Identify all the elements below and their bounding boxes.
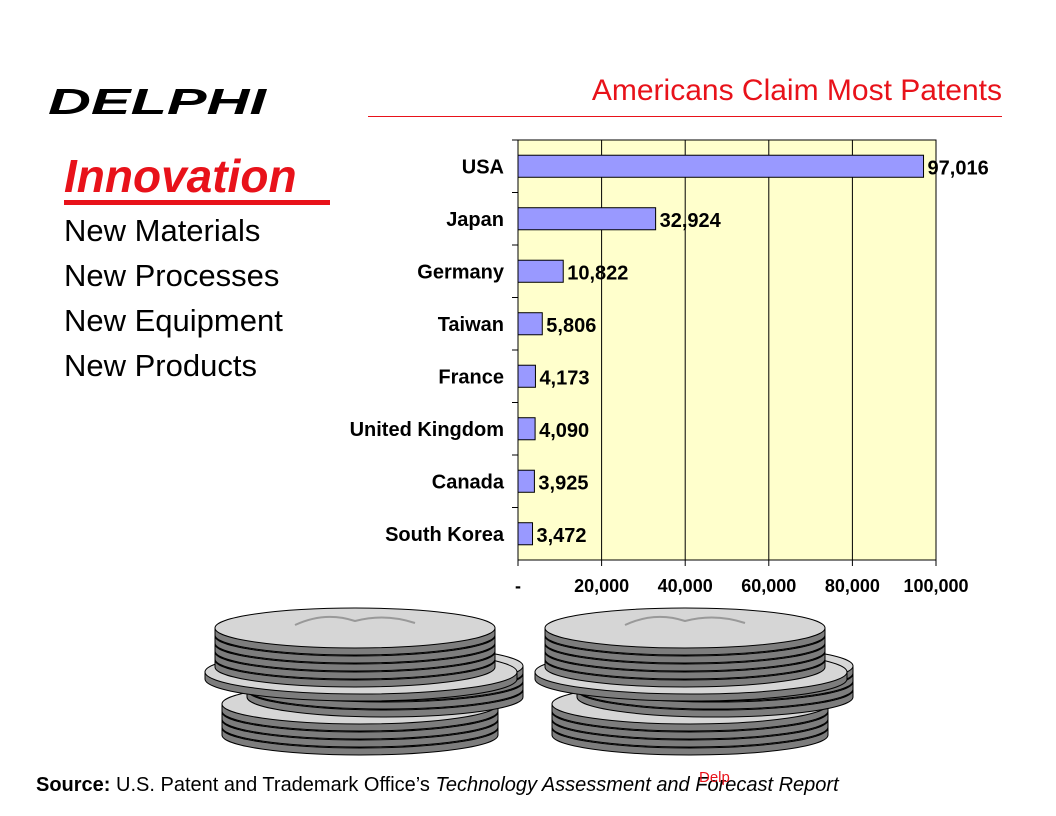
source-report-title: Technology Assessment and Forecast Repor… (435, 774, 839, 796)
x-tick-label: 20,000 (574, 576, 629, 596)
category-label: USA (462, 156, 504, 178)
data-label: 10,822 (567, 262, 628, 284)
source-footer: Source: U.S. Patent and Trademark Office… (36, 774, 839, 797)
x-tick-label: 80,000 (825, 576, 880, 596)
data-label: 3,472 (537, 525, 587, 547)
bar (517, 364, 536, 388)
category-label: Canada (432, 471, 505, 493)
footer-stamp: Delp (699, 769, 730, 786)
coin-stacks-illustration (204, 607, 854, 756)
data-label: 3,925 (538, 472, 588, 494)
source-label: Source: (36, 774, 111, 796)
data-label: 5,806 (546, 315, 596, 337)
category-label: South Korea (385, 524, 505, 546)
bar (517, 469, 535, 493)
coin-face-engraving (624, 615, 746, 626)
category-label: Japan (446, 209, 504, 231)
patent-bar-chart: - 20,000 40,000 60,000 80,000 100,000 USA 97,01… (350, 139, 989, 596)
bar (517, 522, 534, 546)
innovation-item: New Products (64, 348, 257, 383)
bar (517, 259, 564, 283)
innovation-item: New Equipment (64, 303, 283, 338)
innovation-list: New Materials New Processes New Equipmen… (64, 208, 283, 388)
data-label: 4,090 (539, 420, 589, 442)
data-label: 32,924 (660, 210, 722, 232)
innovation-item: New Materials (64, 213, 261, 248)
bar (517, 312, 543, 336)
category-label: France (438, 366, 504, 388)
x-tick-label: 40,000 (658, 576, 713, 596)
coin (214, 607, 496, 656)
category-label: Taiwan (438, 314, 504, 336)
slide-title: Americans Claim Most Patents (591, 74, 1002, 107)
source-publisher: U.S. Patent and Trademark Office’s (116, 774, 430, 796)
innovation-heading: Innovation (64, 150, 297, 202)
category-label: Germany (417, 261, 505, 283)
category-label: United Kingdom (350, 419, 504, 441)
innovation-underline (64, 200, 330, 205)
x-tick-label: 100,000 (903, 576, 968, 596)
bar (517, 417, 536, 441)
coin (544, 607, 826, 656)
bar (517, 154, 925, 178)
data-label: 97,016 (928, 157, 989, 179)
title-divider (368, 116, 1002, 117)
innovation-item: New Processes (64, 258, 280, 293)
bar (517, 207, 657, 231)
x-tick-label: - (515, 576, 521, 596)
delphi-logo: DELPHI (48, 84, 268, 118)
coin-face-engraving (294, 615, 416, 626)
x-tick-label: 60,000 (741, 576, 796, 596)
svg-text:DELPHI: DELPHI (48, 84, 268, 118)
data-label: 4,173 (539, 367, 589, 389)
plot-area (517, 139, 937, 561)
